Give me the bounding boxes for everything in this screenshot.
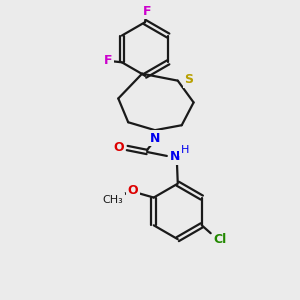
Text: Cl: Cl	[213, 233, 226, 246]
Text: CH₃: CH₃	[103, 194, 124, 205]
Text: O: O	[113, 140, 124, 154]
Text: F: F	[104, 54, 112, 67]
Text: O: O	[128, 184, 138, 197]
Text: S: S	[184, 73, 193, 86]
Text: N: N	[169, 150, 180, 164]
Text: F: F	[143, 5, 151, 18]
Text: H: H	[181, 145, 189, 155]
Text: N: N	[150, 132, 160, 145]
